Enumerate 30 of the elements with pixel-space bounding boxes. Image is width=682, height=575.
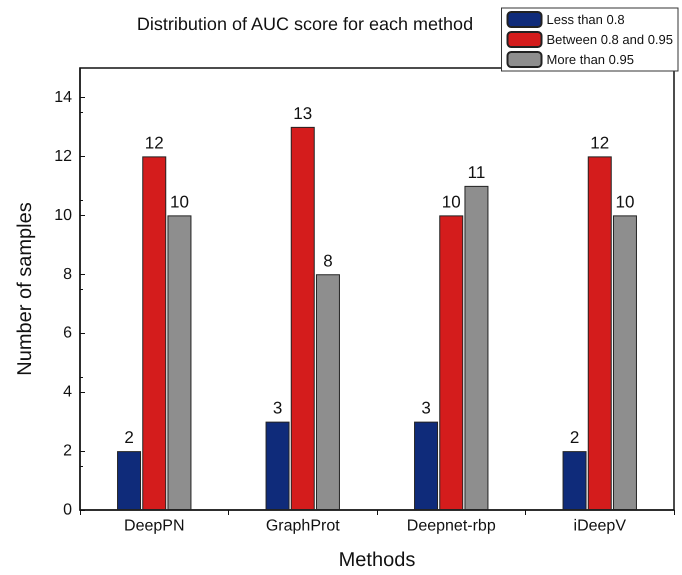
y-tick-label: 6 — [63, 324, 72, 342]
legend-label: More than 0.95 — [546, 52, 634, 67]
chart-title: Distribution of AUC score for each method — [136, 14, 474, 34]
data-label: 12 — [144, 133, 164, 152]
y-axis-title: Number of samples — [14, 202, 36, 376]
data-label: 3 — [421, 398, 431, 418]
legend-label: Between 0.8 and 0.95 — [546, 32, 674, 47]
y-tick-label: 8 — [63, 266, 72, 283]
data-label: 2 — [570, 428, 580, 448]
legend-label: Less than 0.8 — [546, 12, 625, 27]
data-label: 13 — [293, 104, 312, 123]
data-label: 12 — [590, 133, 610, 152]
y-tick-label: 2 — [63, 442, 72, 460]
data-label: 10 — [615, 192, 634, 212]
data-label: 8 — [323, 251, 333, 270]
data-label: 2 — [124, 428, 134, 448]
x-tick-label: GraphProt — [266, 518, 340, 534]
data-label: 10 — [170, 192, 189, 212]
data-label: 10 — [442, 192, 461, 212]
data-label: 11 — [468, 162, 486, 182]
data-label: 3 — [272, 398, 282, 418]
y-tick-label: 14 — [54, 88, 72, 106]
x-axis-title: Methods — [338, 549, 416, 571]
y-tick-label: 4 — [63, 384, 72, 401]
x-tick-label: iDeepV — [574, 518, 626, 534]
x-tick-label: Deepnet-rbp — [406, 518, 496, 534]
y-tick-label: 0 — [63, 502, 72, 518]
y-tick-label: 12 — [54, 148, 72, 165]
y-tick-label: 10 — [54, 206, 72, 224]
x-tick-label: DeepPN — [124, 518, 184, 534]
